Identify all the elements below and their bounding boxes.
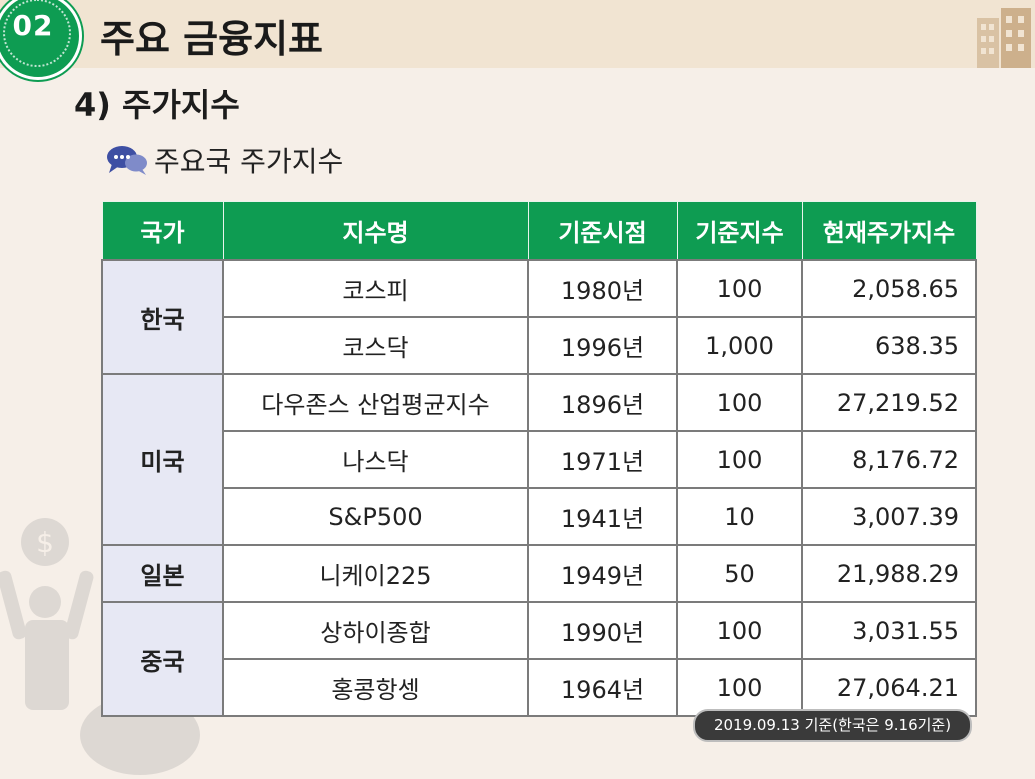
table-row: 한국 코스피 1980년 100 2,058.65 [101,259,977,375]
table-header-row: 국가 지수명 기준시점 기준지수 현재주가지수 [101,201,977,261]
header-country: 국가 [101,201,224,261]
table-row: 미국 다우존스 산업평균지수 1896년 100 27,219.52 [101,373,977,546]
index-name-cell: 홍콩항셍 [222,658,529,717]
badge-number: 02 [12,9,54,42]
base-index-cell: 50 [676,544,803,603]
base-date-cell: 1896년 [527,373,678,432]
header-bar [0,0,1035,68]
index-name-cell: 니케이225 [222,544,529,603]
table-row: 나스닥 1971년 100 8,176.72 [102,430,977,489]
header-current-index: 현재주가지수 [801,201,977,261]
subtitle-row: 주요국 주가지수 [106,140,343,180]
table-row: 홍콩항셍 1964년 100 27,064.21 [102,658,977,717]
index-name-cell: 나스닥 [222,430,529,489]
header-index-name: 지수명 [222,201,529,261]
section-title: 4) 주가지수 [74,86,240,124]
base-index-cell: 100 [676,259,803,318]
country-cell: 미국 [101,373,224,546]
table-subtitle: 주요국 주가지수 [154,145,344,178]
current-index-cell: 21,988.29 [801,544,977,603]
table-row: 중국 상하이종합 1990년 100 3,031.55 [101,601,977,717]
base-index-cell: 100 [676,373,803,432]
country-cell: 중국 [101,601,224,717]
index-name-cell: 코스피 [222,259,529,318]
base-date-cell: 1941년 [527,487,678,546]
badge-dotted-ring [3,0,71,67]
base-index-cell: 10 [676,487,803,546]
base-date-cell: 1980년 [527,259,678,318]
page-title: 주요 금융지표 [100,17,323,61]
current-index-cell: 8,176.72 [801,430,977,489]
base-index-cell: 1,000 [676,316,803,375]
index-name-cell: 상하이종합 [222,601,529,660]
current-index-cell: 3,007.39 [801,487,977,546]
stock-index-table: 국가 지수명 기준시점 기준지수 현재주가지수 한국 코스피 1980년 100… [101,201,977,717]
current-index-cell: 27,064.21 [801,658,977,717]
header-base-date: 기준시점 [527,201,678,261]
chat-bubbles-icon [107,146,147,175]
country-cell: 일본 [101,544,224,603]
table-row: 일본 니케이225 1949년 50 21,988.29 [101,544,977,603]
current-index-cell: 3,031.55 [801,601,977,660]
svg-text:$: $ [36,526,54,559]
buildings-icon [977,8,1031,68]
table-row: 코스닥 1996년 1,000 638.35 [102,316,977,375]
date-footnote: 2019.09.13 기준(한국은 9.16기준) [693,709,972,742]
base-index-cell: 100 [676,601,803,660]
base-index-cell: 100 [676,430,803,489]
country-cell: 한국 [101,259,224,375]
base-date-cell: 1949년 [527,544,678,603]
base-date-cell: 1990년 [527,601,678,660]
current-index-cell: 2,058.65 [801,259,977,318]
number-badge-icon: 02 [0,0,82,80]
table-row: S&P500 1941년 10 3,007.39 [102,487,977,546]
index-name-cell: 다우존스 산업평균지수 [222,373,529,432]
base-date-cell: 1971년 [527,430,678,489]
base-date-cell: 1964년 [527,658,678,717]
current-index-cell: 27,219.52 [801,373,977,432]
index-name-cell: 코스닥 [222,316,529,375]
index-name-cell: S&P500 [222,487,529,546]
base-date-cell: 1996년 [527,316,678,375]
current-index-cell: 638.35 [801,316,977,375]
base-index-cell: 100 [676,658,803,717]
header-base-index: 기준지수 [676,201,803,261]
